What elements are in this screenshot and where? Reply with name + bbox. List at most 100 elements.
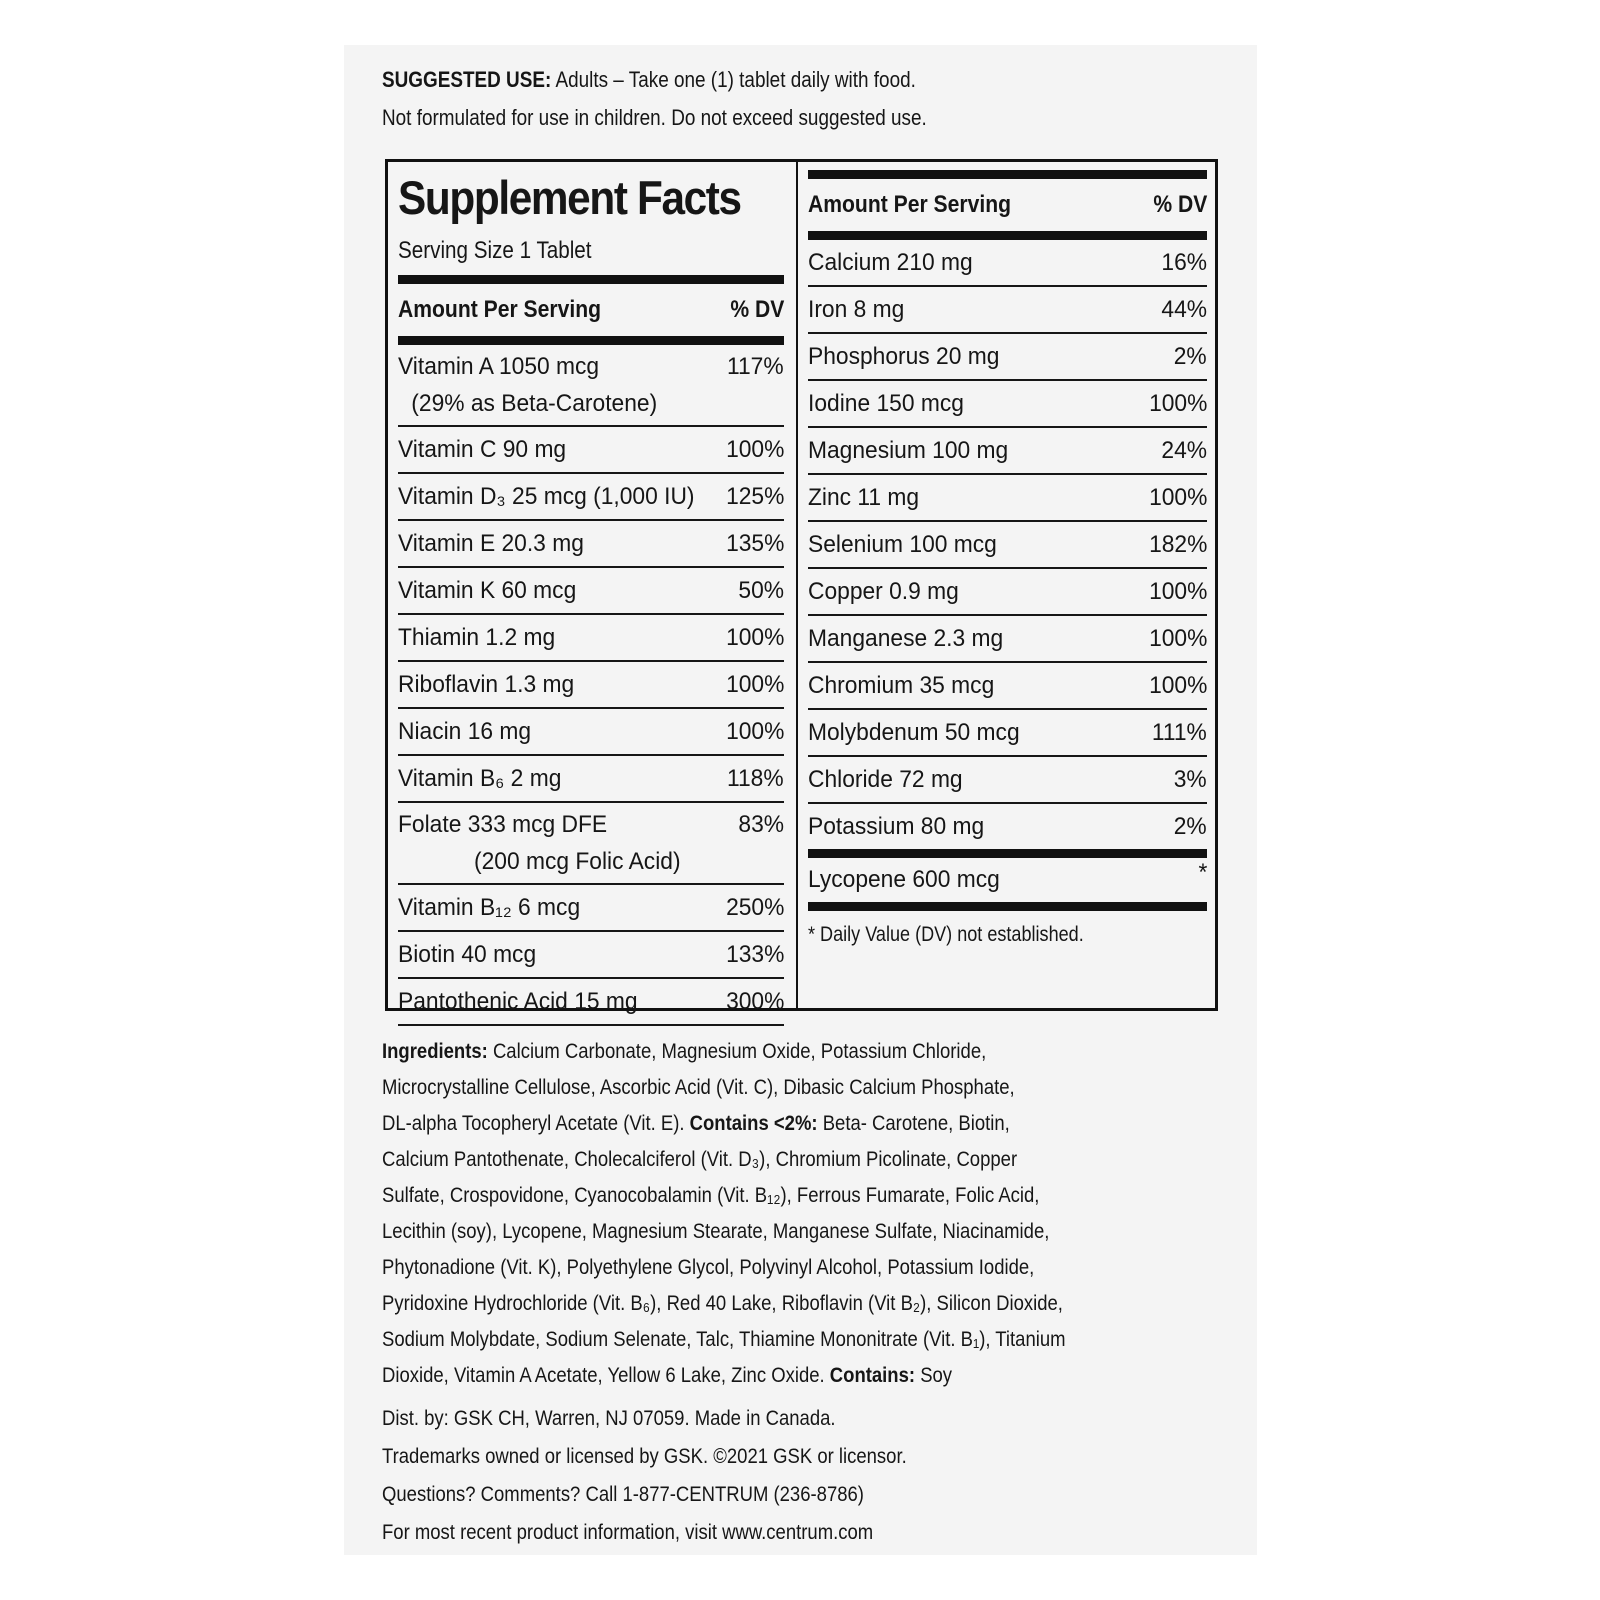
- nutrient-name: Vitamin C 90 mg: [398, 435, 567, 463]
- amount-per-serving-header: Amount Per Serving: [808, 191, 1012, 218]
- table-row: Riboflavin 1.3 mg 100%: [398, 662, 784, 709]
- supplement-facts-title: Supplement Facts: [398, 171, 742, 224]
- nutrient-name: Molybdenum 50 mcg: [808, 718, 1020, 746]
- nutrient-name: Potassium 80 mg: [808, 812, 985, 840]
- divider-bar: [808, 849, 1207, 858]
- nutrient-dv: 83%: [738, 811, 784, 838]
- ingredients-line: Sodium Molybdate, Sodium Selenate, Talc,…: [382, 1321, 1104, 1357]
- table-row: Vitamin A 1050 mcg 117% (29% as Beta-Car…: [398, 345, 784, 427]
- table-row: Manganese 2.3 mg 100%: [808, 616, 1207, 663]
- table-row: Molybdenum 50 mcg 111%: [808, 710, 1207, 757]
- table-row: Calcium 210 mg 16%: [808, 240, 1207, 287]
- nutrient-name: Magnesium 100 mg: [808, 436, 1009, 464]
- nutrient-name: Vitamin B₁₂ 6 mcg: [398, 893, 581, 921]
- divider-bar: [808, 902, 1207, 911]
- divider-bar: [398, 336, 784, 345]
- distributor-line: Dist. by: GSK CH, Warren, NJ 07059. Made…: [382, 1406, 836, 1430]
- nutrient-name: Folate 333 mcg DFE: [398, 811, 608, 838]
- nutrient-name: Biotin 40 mcg: [398, 940, 537, 968]
- nutrient-name: Manganese 2.3 mg: [808, 624, 1004, 652]
- table-row: Vitamin B₆ 2 mg 118%: [398, 756, 784, 803]
- ingredients-text: Sulfate, Crospovidone, Cyanocobalamin (V…: [382, 1183, 1040, 1207]
- ingredients-text: Microcrystalline Cellulose, Ascorbic Aci…: [382, 1075, 1015, 1099]
- table-row: Phosphorus 20 mg 2%: [808, 334, 1207, 381]
- ingredients-line: Pyridoxine Hydrochloride (Vit. B₆), Red …: [382, 1285, 1104, 1321]
- divider-bar: [808, 231, 1207, 240]
- ingredients-line: Sulfate, Crospovidone, Cyanocobalamin (V…: [382, 1177, 1104, 1213]
- nutrient-dv: 44%: [1161, 295, 1207, 323]
- table-row: Iodine 150 mcg 100%: [808, 381, 1207, 428]
- ingredients-text: Beta- Carotene, Biotin,: [817, 1111, 1010, 1135]
- ingredients-bold: Contains:: [829, 1363, 916, 1387]
- ingredients-line: Phytonadione (Vit. K), Polyethylene Glyc…: [382, 1249, 1104, 1285]
- nutrient-note: (29% as Beta-Carotene): [411, 390, 658, 417]
- nutrient-dv: 2%: [1174, 342, 1207, 370]
- nutrient-name: Chloride 72 mg: [808, 765, 963, 793]
- table-row: Chloride 72 mg 3%: [808, 757, 1207, 804]
- table-row: Vitamin C 90 mg 100%: [398, 427, 784, 474]
- table-row: Vitamin D₃ 25 mcg (1,000 IU) 125%: [398, 474, 784, 521]
- table-row: Potassium 80 mg 2%: [808, 804, 1207, 849]
- nutrient-dv: 16%: [1161, 248, 1207, 276]
- ingredients-text: Calcium Carbonate, Magnesium Oxide, Pota…: [487, 1039, 987, 1063]
- table-row: Vitamin K 60 mcg 50%: [398, 568, 784, 615]
- nutrient-name: Vitamin B₆ 2 mg: [398, 764, 562, 792]
- ingredients-text: Calcium Pantothenate, Cholecalciferol (V…: [382, 1147, 1018, 1171]
- divider-bar: [398, 275, 784, 284]
- amount-per-serving-header: Amount Per Serving: [398, 296, 602, 323]
- ingredients-line: Calcium Pantothenate, Cholecalciferol (V…: [382, 1141, 1104, 1177]
- nutrient-name: Niacin 16 mg: [398, 717, 532, 745]
- table-row: Copper 0.9 mg 100%: [808, 569, 1207, 616]
- nutrient-dv: 50%: [738, 576, 784, 604]
- nutrient-dv: 125%: [725, 482, 784, 510]
- questions-line: Questions? Comments? Call 1-877-CENTRUM …: [382, 1482, 864, 1506]
- nutrient-name: Lycopene 600 mcg: [808, 866, 1000, 893]
- nutrient-dv: 100%: [725, 623, 784, 651]
- nutrient-dv: 111%: [1152, 718, 1207, 746]
- dv-header: % DV: [730, 296, 784, 323]
- ingredients-text: Dioxide, Vitamin A Acetate, Yellow 6 Lak…: [382, 1363, 830, 1387]
- table-row: Folate 333 mcg DFE 83% (200 mcg Folic Ac…: [398, 803, 784, 885]
- suggested-use-text: Adults – Take one (1) tablet daily with …: [551, 67, 916, 92]
- ingredients-text: Soy: [915, 1363, 953, 1387]
- ingredients-bold: Contains <2%:: [689, 1111, 818, 1135]
- nutrient-dv: 117%: [727, 353, 784, 380]
- dv-footnote: * Daily Value (DV) not established.: [808, 923, 1084, 946]
- nutrient-name: Selenium 100 mcg: [808, 530, 997, 558]
- table-row: Vitamin B₁₂ 6 mcg 250%: [398, 885, 784, 932]
- dv-header: % DV: [1153, 191, 1207, 218]
- table-row: Lycopene 600 mcg *: [808, 858, 1207, 902]
- nutrient-dv: 24%: [1161, 436, 1207, 464]
- right-column-header: Amount Per Serving % DV: [808, 179, 1207, 231]
- suggested-use-line2: Not formulated for use in children. Do n…: [382, 105, 927, 130]
- table-row: Niacin 16 mg 100%: [398, 709, 784, 756]
- divider-bar: [808, 170, 1207, 179]
- nutrient-name: Zinc 11 mg: [808, 483, 920, 511]
- ingredients-line: Microcrystalline Cellulose, Ascorbic Aci…: [382, 1069, 1104, 1105]
- nutrient-dv: 250%: [725, 893, 784, 921]
- nutrient-name: Pantothenic Acid 15 mg: [398, 987, 638, 1015]
- serving-size: Serving Size 1 Tablet: [398, 237, 592, 264]
- nutrient-name: Iodine 150 mcg: [808, 389, 964, 417]
- nutrient-name: Riboflavin 1.3 mg: [398, 670, 575, 698]
- nutrient-note: (200 mcg Folic Acid): [474, 848, 681, 875]
- nutrient-dv: 133%: [725, 940, 784, 968]
- product-info-line: For most recent product information, vis…: [382, 1520, 874, 1544]
- nutrient-name: Iron 8 mg: [808, 295, 905, 323]
- table-row: Selenium 100 mcg 182%: [808, 522, 1207, 569]
- table-row: Pantothenic Acid 15 mg 300%: [398, 979, 784, 1026]
- ingredients-text: DL-alpha Tocopheryl Acetate (Vit. E).: [382, 1111, 690, 1135]
- ingredients-line: Dioxide, Vitamin A Acetate, Yellow 6 Lak…: [382, 1357, 1104, 1393]
- ingredients-text: Phytonadione (Vit. K), Polyethylene Glyc…: [382, 1255, 1035, 1279]
- table-row: Biotin 40 mcg 133%: [398, 932, 784, 979]
- nutrient-name: Chromium 35 mcg: [808, 671, 995, 699]
- nutrient-dv: 100%: [725, 670, 784, 698]
- nutrient-name: Calcium 210 mg: [808, 248, 973, 276]
- suggested-use-label: SUGGESTED USE:: [382, 67, 552, 92]
- nutrient-name: Vitamin A 1050 mcg: [398, 353, 600, 380]
- nutrient-dv: 3%: [1174, 765, 1207, 793]
- label-content: SUGGESTED USE: Adults – Take one (1) tab…: [344, 45, 1257, 1545]
- ingredients-bold: Ingredients:: [382, 1039, 488, 1063]
- ingredients-text: Pyridoxine Hydrochloride (Vit. B₆), Red …: [382, 1291, 1063, 1315]
